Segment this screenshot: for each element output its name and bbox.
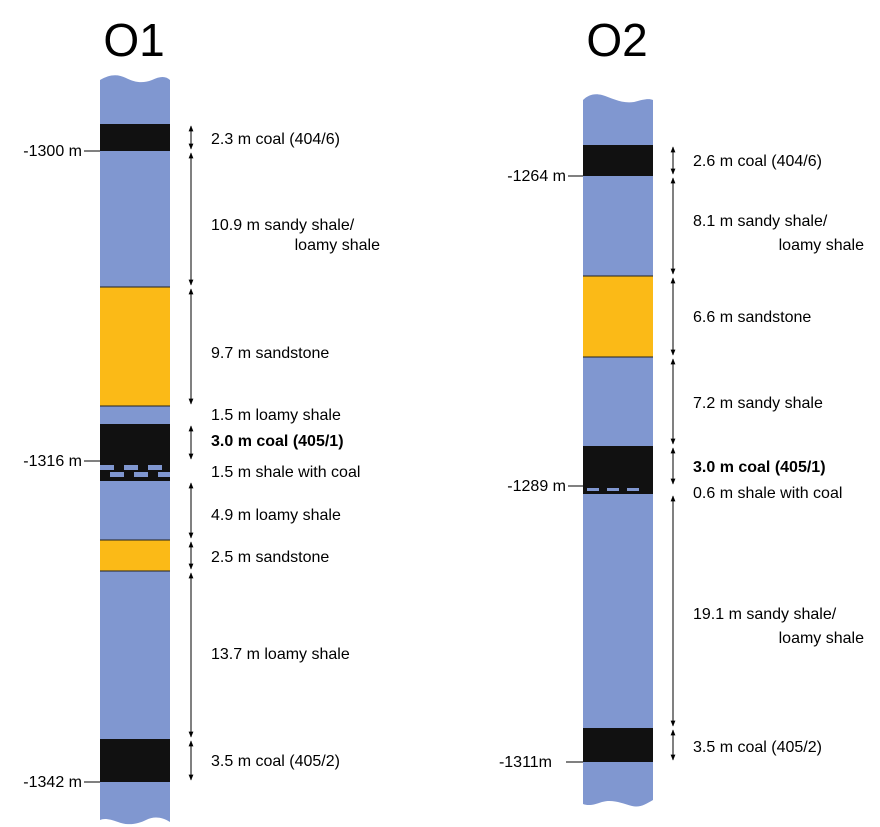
o2-coal-405-1 bbox=[583, 446, 653, 486]
o1-interval-label-1: 2.3 m coal (404/6) bbox=[211, 131, 340, 148]
o2-interval-label-2: 8.1 m sandy shale/ bbox=[693, 213, 828, 230]
o2-interval-label-7b: loamy shale bbox=[779, 630, 864, 647]
column-title-o1: O1 bbox=[103, 14, 164, 66]
column-title-o2: O2 bbox=[586, 14, 647, 66]
o1-sandstone-1 bbox=[100, 287, 170, 406]
o2-interval-label-3: 6.6 m sandstone bbox=[693, 309, 811, 326]
o2-interval-label-7: 19.1 m sandy shale/ bbox=[693, 606, 837, 623]
o1-depth-label-3: -1342 m bbox=[23, 774, 82, 791]
o2-interval-label-1: 2.6 m coal (404/6) bbox=[693, 153, 822, 170]
o1-interval-label-4: 1.5 m loamy shale bbox=[211, 407, 341, 424]
o2-depth-label-1: -1264 m bbox=[507, 168, 566, 185]
o1-interval-label-8: 2.5 m sandstone bbox=[211, 549, 329, 566]
o1-interval-label-6: 1.5 m shale with coal bbox=[211, 464, 360, 481]
o2-interval-label-5: 3.0 m coal (405/1) bbox=[693, 459, 826, 476]
o2-shale-with-coal bbox=[583, 486, 653, 494]
o2-sandstone-1 bbox=[583, 276, 653, 357]
o2-interval-label-6: 0.6 m shale with coal bbox=[693, 485, 842, 502]
o1-sandstone-2 bbox=[100, 540, 170, 571]
o1-depth-label-2: -1316 m bbox=[23, 453, 82, 470]
o1-interval-label-10: 3.5 m coal (405/2) bbox=[211, 753, 340, 770]
o1-coal-404-6 bbox=[100, 124, 170, 151]
o2-coal-405-2 bbox=[583, 728, 653, 762]
column-o2: O2 -1264 m -1289 m -1311m 2.6 m bbox=[499, 14, 864, 807]
o2-interval-label-4: 7.2 m sandy shale bbox=[693, 395, 823, 412]
o1-coal-405-1 bbox=[100, 424, 170, 461]
o1-interval-label-7: 4.9 m loamy shale bbox=[211, 507, 341, 524]
o2-interval-label-2b: loamy shale bbox=[779, 237, 864, 254]
o1-interval-label-2: 10.9 m sandy shale/ bbox=[211, 217, 355, 234]
o1-interval-label-2b: loamy shale bbox=[295, 237, 380, 254]
o1-interval-label-5: 3.0 m coal (405/1) bbox=[211, 433, 344, 450]
o2-depth-label-2: -1289 m bbox=[507, 478, 566, 495]
o2-depth-label-3: -1311m bbox=[499, 754, 552, 771]
o1-depth-label-1: -1300 m bbox=[23, 143, 82, 160]
column-o1: O1 -1300 m -1316 m -1342 m bbox=[23, 14, 380, 825]
o1-shale-with-coal bbox=[100, 461, 170, 481]
o1-coal-405-2 bbox=[100, 739, 170, 782]
o1-interval-label-9: 13.7 m loamy shale bbox=[211, 646, 350, 663]
o1-interval-label-3: 9.7 m sandstone bbox=[211, 345, 329, 362]
o2-coal-404-6 bbox=[583, 145, 653, 176]
o2-interval-label-8: 3.5 m coal (405/2) bbox=[693, 739, 822, 756]
